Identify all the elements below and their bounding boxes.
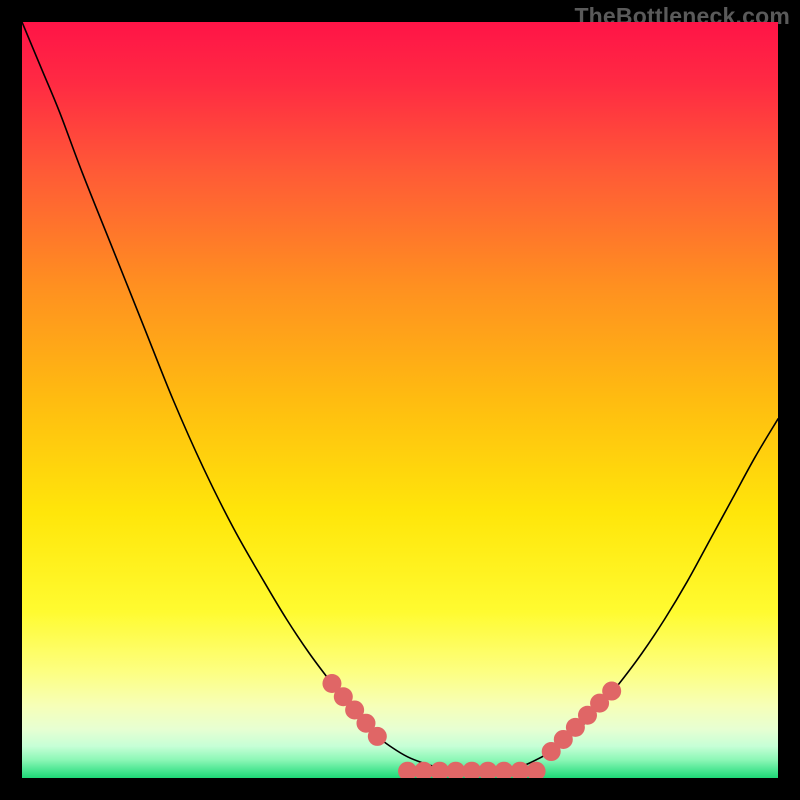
marker-dot — [527, 762, 546, 778]
marker-dot — [462, 762, 481, 778]
chart-stage: TheBottleneck.com — [0, 0, 800, 800]
marker-dot — [414, 762, 433, 778]
bottleneck-curve — [22, 22, 778, 772]
plot-area — [22, 22, 778, 778]
marker-dot — [446, 762, 465, 778]
marker-dot — [430, 762, 449, 778]
marker-dot — [478, 762, 497, 778]
marker-dot — [398, 762, 417, 778]
marker-dot — [494, 762, 513, 778]
marker-dot — [602, 682, 621, 701]
marker-dot — [368, 727, 387, 746]
chart-svg — [22, 22, 778, 778]
